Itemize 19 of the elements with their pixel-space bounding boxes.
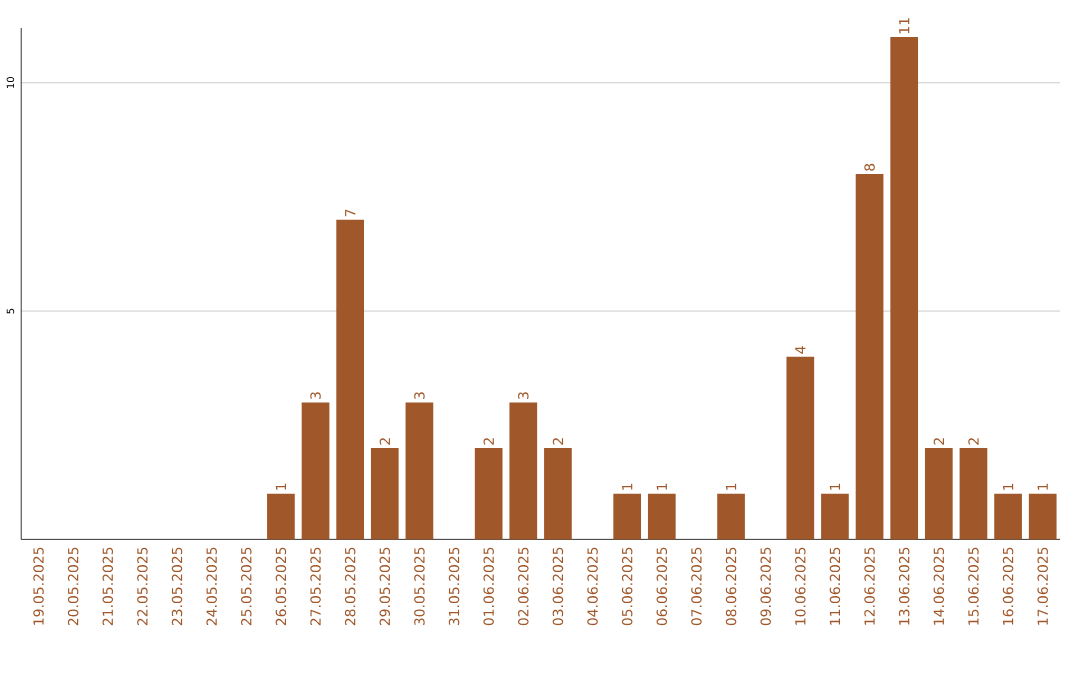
bar	[855, 174, 884, 540]
bar	[474, 448, 503, 540]
bar	[613, 494, 642, 540]
bar	[267, 494, 295, 540]
bar	[647, 494, 676, 540]
bar	[370, 448, 399, 540]
bar	[821, 494, 849, 540]
bar	[994, 494, 1022, 540]
bar	[924, 448, 953, 540]
bar	[1028, 494, 1057, 540]
bar	[336, 220, 365, 540]
bar	[405, 402, 434, 540]
bar	[717, 494, 745, 540]
bar	[890, 37, 919, 540]
bar	[786, 357, 815, 540]
bar	[959, 448, 988, 540]
bar	[509, 402, 538, 540]
bar	[301, 402, 330, 540]
bar	[544, 448, 572, 540]
